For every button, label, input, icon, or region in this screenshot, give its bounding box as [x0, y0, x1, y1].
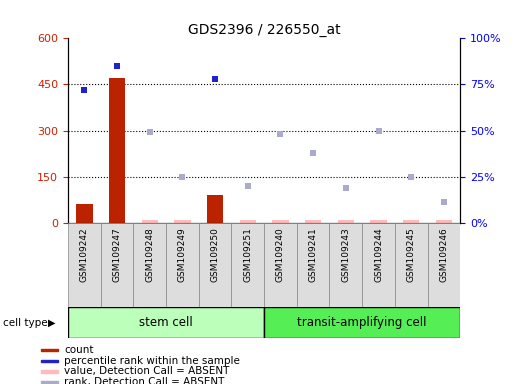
Text: GSM109243: GSM109243 — [342, 227, 350, 282]
Bar — [428, 223, 460, 307]
Bar — [264, 307, 460, 338]
Text: GSM109241: GSM109241 — [309, 227, 317, 282]
Bar — [338, 220, 354, 223]
Bar — [370, 221, 386, 223]
Bar — [68, 307, 264, 338]
Bar — [231, 223, 264, 307]
Bar — [133, 223, 166, 307]
Bar — [142, 220, 158, 223]
Bar — [41, 381, 58, 383]
Bar — [305, 220, 321, 223]
Text: GSM109248: GSM109248 — [145, 227, 154, 282]
Text: transit-amplifying cell: transit-amplifying cell — [298, 316, 427, 329]
Bar — [199, 223, 231, 307]
Bar — [370, 220, 386, 223]
Bar — [395, 223, 428, 307]
Text: cell type: cell type — [3, 318, 47, 328]
Bar — [76, 204, 93, 223]
Text: GSM109251: GSM109251 — [243, 227, 252, 282]
Bar — [142, 221, 158, 223]
Bar — [207, 195, 223, 223]
Bar — [338, 221, 354, 223]
Bar — [436, 221, 452, 223]
Text: value, Detection Call = ABSENT: value, Detection Call = ABSENT — [64, 366, 229, 376]
Bar — [240, 221, 256, 223]
Bar — [109, 78, 125, 223]
Bar — [272, 220, 289, 223]
Text: GSM109249: GSM109249 — [178, 227, 187, 282]
Bar — [68, 223, 100, 307]
Text: GSM109244: GSM109244 — [374, 227, 383, 281]
Text: GSM109242: GSM109242 — [80, 227, 89, 281]
Bar — [403, 220, 419, 223]
Text: GSM109245: GSM109245 — [407, 227, 416, 282]
Bar — [436, 220, 452, 223]
Text: GSM109246: GSM109246 — [439, 227, 448, 282]
Bar — [41, 370, 58, 372]
Bar — [305, 221, 321, 223]
Bar — [297, 223, 329, 307]
Bar — [272, 221, 289, 223]
Text: count: count — [64, 345, 94, 355]
Bar — [166, 223, 199, 307]
Text: percentile rank within the sample: percentile rank within the sample — [64, 356, 240, 366]
Bar — [240, 220, 256, 223]
Text: rank, Detection Call = ABSENT: rank, Detection Call = ABSENT — [64, 377, 224, 384]
Text: ▶: ▶ — [48, 318, 55, 328]
Bar — [174, 221, 190, 223]
Bar — [41, 359, 58, 362]
Bar — [362, 223, 395, 307]
Text: GSM109250: GSM109250 — [211, 227, 220, 282]
Bar — [41, 349, 58, 351]
Bar — [174, 220, 190, 223]
Bar — [329, 223, 362, 307]
Title: GDS2396 / 226550_at: GDS2396 / 226550_at — [188, 23, 340, 37]
Bar — [100, 223, 133, 307]
Text: stem cell: stem cell — [139, 316, 193, 329]
Bar — [403, 221, 419, 223]
Bar — [264, 223, 297, 307]
Text: GSM109247: GSM109247 — [112, 227, 121, 282]
Text: GSM109240: GSM109240 — [276, 227, 285, 282]
